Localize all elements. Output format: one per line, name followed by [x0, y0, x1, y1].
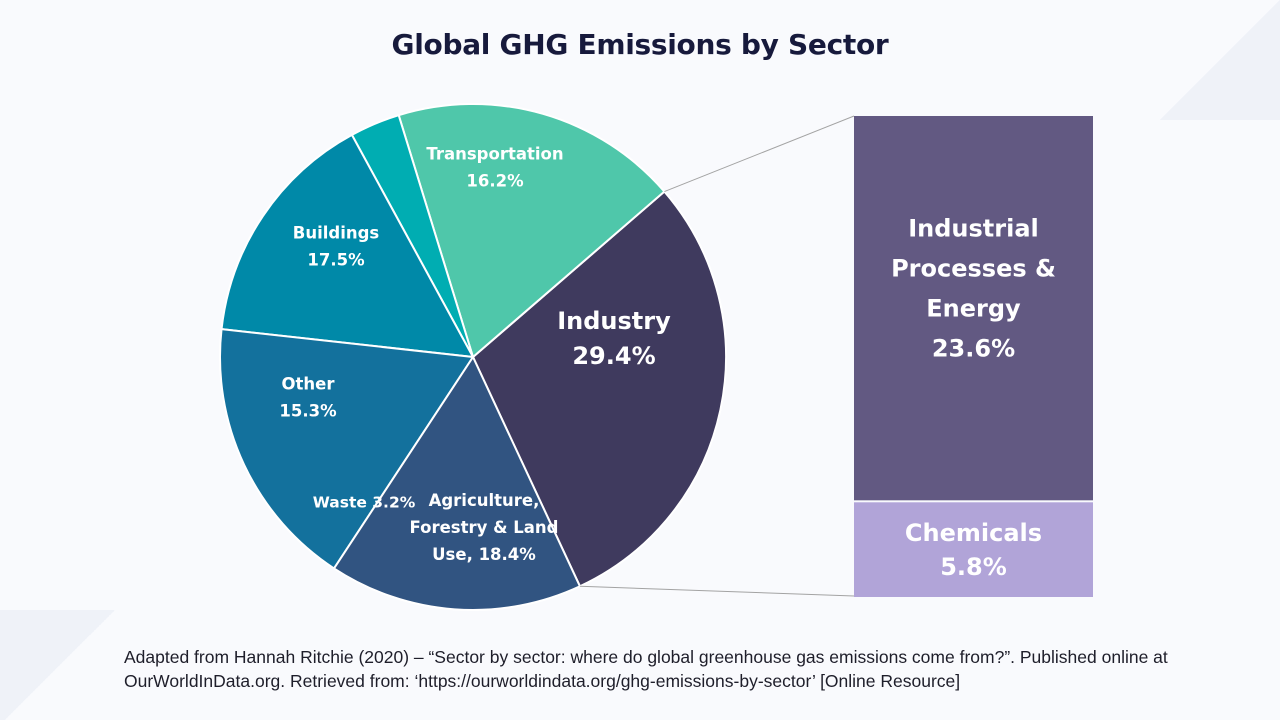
pie-label-industry: Industry [557, 307, 671, 335]
pie-label-agriculture-forestry-land-use: Use, 18.4% [432, 545, 536, 564]
corner-decoration-top-right [1160, 0, 1280, 120]
pie-label-waste: Waste 3.2% [313, 493, 416, 511]
pie-label-other: 15.3% [279, 401, 337, 420]
source-line-1: Adapted from Hannah Ritchie (2020) – “Se… [124, 647, 1168, 667]
pie-label-agriculture-forestry-land-use: Agriculture, [429, 491, 540, 510]
bar-label-industrial-processes-energy: 23.6% [932, 335, 1015, 363]
pie-slice-industry [471, 190, 727, 588]
connector-line-top [664, 115, 855, 193]
bar-label-chemicals: 5.8% [940, 553, 1007, 581]
pie-slice-buildings [219, 328, 475, 570]
pie-slice-agriculture-forestry-land-use [397, 103, 666, 359]
pie-slice-other [220, 133, 475, 359]
pie-label-industry: 29.4% [572, 342, 655, 370]
pie-label-agriculture-forestry-land-use: Forestry & Land [410, 518, 559, 537]
bar-label-industrial-processes-energy: Processes & [891, 255, 1056, 283]
pie-label-other: Other [282, 374, 336, 393]
connector-line-bottom [579, 585, 855, 597]
pie-label-buildings: 17.5% [307, 250, 365, 269]
pie-slice-transportation [332, 354, 582, 611]
pie-label-transportation: Transportation [426, 144, 563, 163]
source-line-2: OurWorldInData.org. Retrieved from: ‘htt… [124, 671, 961, 691]
corner-decoration-bottom-left [0, 610, 120, 720]
bar-segment-chemicals [854, 502, 1093, 597]
chart-title: Global GHG Emissions by Sector [391, 28, 889, 61]
bar-label-industrial-processes-energy: Industrial [908, 215, 1039, 243]
source-citation: Adapted from Hannah Ritchie (2020) – “Se… [124, 645, 1244, 693]
pie-label-buildings: Buildings [293, 223, 380, 242]
pie-label-transportation: 16.2% [466, 171, 524, 190]
bar-label-industrial-processes-energy: Energy [926, 295, 1021, 323]
pie-of-bar-chart: Industry 29.4% Agriculture, Forestry & Land… [219, 103, 1093, 611]
bar-label-chemicals: Chemicals [905, 519, 1042, 547]
bar-segment-industrial-processes-energy [854, 116, 1093, 501]
